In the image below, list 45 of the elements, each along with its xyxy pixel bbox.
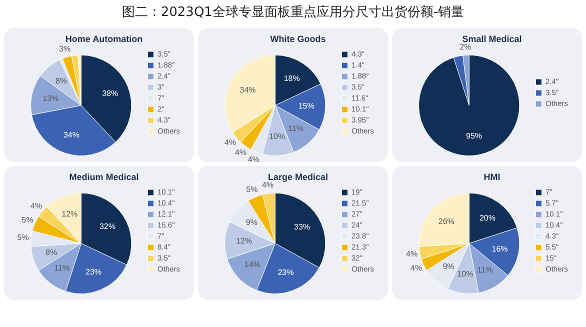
data-label: 4% [248,154,260,164]
data-label: 13% [42,94,59,103]
data-label: 15% [298,102,314,111]
data-label: 9% [246,218,258,227]
data-label: 34% [240,86,256,95]
data-label: 11% [54,263,70,272]
data-label: 5% [22,215,34,224]
data-label: 23% [278,268,294,277]
data-label: 8% [55,76,68,86]
data-label: 26% [438,217,454,226]
data-label: 5% [17,233,29,242]
data-label: 14% [244,260,260,269]
data-label: 4% [262,180,274,190]
data-label: 4% [406,250,418,259]
data-label: 10% [457,270,474,279]
data-label: 8% [46,248,58,258]
data-label: 11% [477,265,493,274]
data-label: 10% [269,132,286,141]
data-label: 16% [492,244,508,254]
data-label: 2% [460,42,472,52]
data-label: 95% [466,131,482,140]
data-label: 33% [294,222,310,232]
chart-title: Home Automation [65,34,143,44]
data-label: 20% [479,213,496,222]
data-label: 4% [224,138,236,147]
data-label: 5% [246,185,258,194]
data-label: 11% [288,124,304,134]
data-label: 18% [284,74,300,84]
data-label: 4% [410,263,422,272]
data-label: 4% [235,148,247,157]
chart-title: White Goods [270,34,326,44]
data-label: 9% [442,262,454,272]
chart-title: Large Medical [268,172,328,182]
data-label: 12% [236,236,252,246]
chart-title: Small Medical [462,34,522,44]
data-label: 38% [102,89,118,98]
chart-title: Medium Medical [69,172,139,182]
data-label: 4% [30,201,42,210]
text: 图二：2023Q1全球专显面板重点应用分尺寸出货份额-销量 [120,4,466,22]
data-label: 3% [59,44,71,54]
data-label: 34% [63,130,80,140]
data-label: 32% [99,222,116,231]
data-label: 23% [86,267,102,276]
data-label: 12% [62,210,78,219]
chart-title: HMI [484,172,500,182]
